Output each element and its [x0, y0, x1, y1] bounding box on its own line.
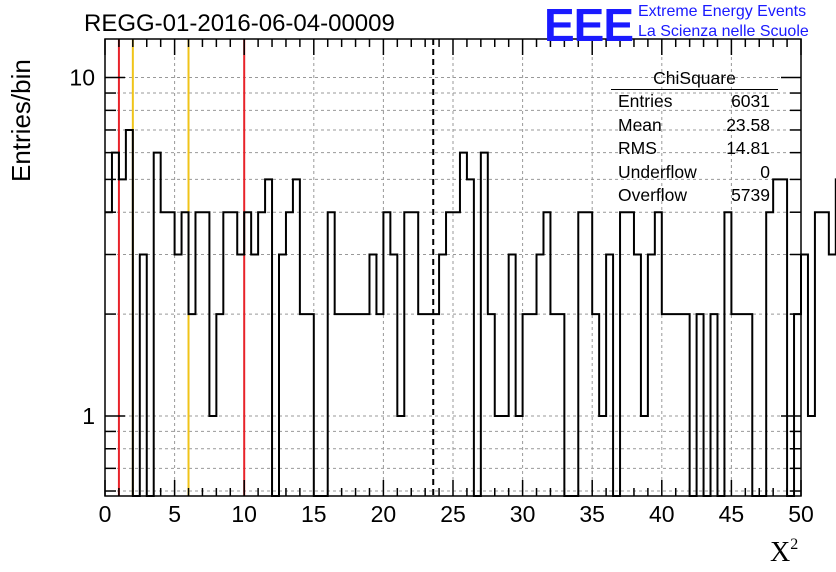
x-tick-label: 50: [788, 501, 814, 527]
stats-row: Underflow 0: [611, 161, 778, 185]
x-tick-label: 0: [99, 501, 112, 527]
stats-value: 5739: [731, 185, 770, 205]
stats-row: Overflow 5739: [611, 184, 778, 208]
axis-ticks: [104, 39, 802, 496]
stats-value: 14.81: [726, 138, 770, 158]
x-tick-label: 20: [371, 501, 397, 527]
x-axis-label-superscript: 2: [790, 536, 799, 553]
stats-key: Underflow: [618, 161, 697, 182]
stats-row: RMS 14.81: [611, 137, 778, 161]
x-tick-label: 40: [649, 501, 675, 527]
x-tick-label: 5: [168, 501, 181, 527]
logo-text-line-2: La Scienza nelle Scuole: [638, 23, 809, 40]
chart-title: REGG-01-2016-06-04-00009: [84, 10, 395, 37]
x-tick-label: 35: [579, 501, 605, 527]
stats-key: Entries: [618, 91, 673, 111]
stats-row: Mean 23.58: [611, 114, 778, 138]
stats-value: 0: [760, 161, 770, 182]
logo-text-line-1: Extreme Energy Events: [638, 3, 807, 20]
eee-logo: EEE: [544, 0, 634, 51]
x-tick-label: 25: [440, 501, 466, 527]
stats-key: Overflow: [618, 185, 688, 205]
y-axis-label: Entries/bin: [6, 59, 36, 182]
y-tick-labels: 1 10: [69, 65, 95, 429]
x-tick-label: 15: [301, 501, 327, 527]
x-axis-label-base: X: [770, 537, 791, 568]
reference-lines: [117, 39, 246, 496]
stats-value: 6031: [731, 91, 770, 111]
stats-title: ChiSquare: [653, 68, 736, 88]
x-tick-label: 10: [231, 501, 257, 527]
stats-key: Mean: [618, 114, 662, 135]
x-tick-labels: 0 5 10 15 20 25 30 35 40 45 50: [99, 501, 814, 527]
histogram-step-line: [105, 128, 836, 497]
stats-key: RMS: [618, 138, 657, 158]
x-tick-label: 30: [510, 501, 536, 527]
y-tick-label: 10: [69, 65, 95, 91]
stats-box: ChiSquare Entries 6031 Mean 23.58 RMS 14.81…: [611, 68, 778, 208]
stats-divider: [611, 89, 778, 90]
stats-row: Entries 6031: [611, 90, 778, 114]
y-tick-label: 1: [82, 403, 95, 429]
x-axis-label: X2: [770, 536, 798, 569]
x-tick-label: 45: [719, 501, 745, 527]
stats-value: 23.58: [726, 114, 770, 135]
